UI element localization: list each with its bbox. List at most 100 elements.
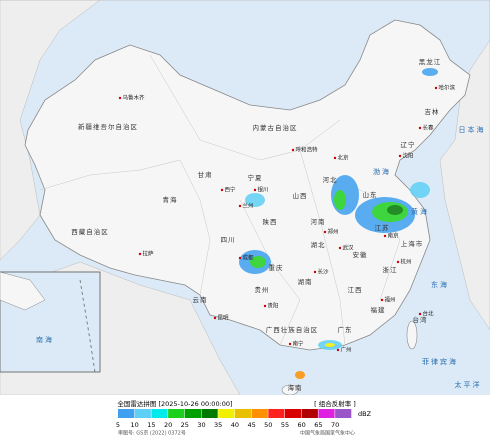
sea-label: 渤海: [373, 167, 391, 176]
footer-left: 审图号: GS京 (2022) 0372号: [118, 430, 186, 437]
sea-label: 菲律宾海: [422, 357, 458, 366]
city-dot: [138, 252, 142, 256]
city-label: 沈阳: [403, 152, 414, 160]
legend-tick-label: 40: [231, 421, 239, 429]
legend-tick-label: 15: [147, 421, 155, 429]
city-dot: [291, 148, 295, 152]
city-dot: [313, 270, 317, 274]
province-label: 重庆: [269, 263, 284, 272]
city-label: 南宁: [293, 340, 305, 348]
legend-tick-label: 10: [131, 421, 139, 429]
province-label: 宁夏: [248, 173, 263, 182]
city-label: 杭州: [401, 258, 412, 266]
province-label: 江西: [348, 286, 363, 294]
legend-tick-label: 45: [247, 421, 255, 429]
city-dot: [434, 86, 438, 90]
city-label: 乌鲁木齐: [123, 94, 146, 102]
province-label: 河南: [311, 217, 326, 226]
province-label: 安徽: [353, 250, 368, 259]
city-label: 长沙: [318, 268, 330, 276]
legend-tick-label: 5: [116, 421, 120, 429]
city-label: 成都: [243, 254, 255, 262]
sea-label: 东海: [431, 280, 449, 289]
province-label: 江苏: [375, 223, 390, 232]
sea-label: 黄海: [411, 207, 429, 216]
city-dot: [118, 96, 122, 100]
city-dot: [220, 188, 224, 192]
province-label: 山东: [363, 190, 378, 199]
city-label: 北京: [338, 154, 350, 162]
legend-swatch: [335, 409, 352, 418]
city-dot: [238, 256, 242, 260]
city-label: 兰州: [243, 202, 254, 210]
legend-swatch: [301, 409, 318, 418]
city-dot: [380, 298, 384, 302]
legend-swatch: [201, 409, 218, 418]
province-borders: [39, 54, 401, 346]
city-dot: [333, 156, 337, 160]
province-label: 山西: [293, 191, 308, 200]
city-label: 呼和浩特: [296, 146, 319, 154]
legend-unit: dBZ: [358, 410, 372, 418]
province-label: 台湾: [413, 315, 428, 324]
city-label: 银川: [258, 186, 269, 194]
city-dot: [288, 342, 292, 346]
city-label: 广州: [341, 346, 352, 354]
province-label: 青海: [163, 195, 178, 204]
province-label: 浙江: [383, 265, 398, 274]
province-label: 西藏自治区: [71, 227, 109, 236]
legend-swatch: [268, 409, 285, 418]
legend-tick-label: 55: [281, 421, 289, 429]
province-label: 辽宁: [401, 140, 416, 149]
china-land: [24, 19, 471, 351]
legend-swatch: [218, 409, 235, 418]
province-label: 新疆维吾尔自治区: [78, 122, 138, 131]
legend-swatch: [134, 409, 151, 418]
legend-tick-label: 65: [314, 421, 322, 429]
city-dot: [396, 260, 400, 264]
province-label: 河北: [323, 176, 338, 184]
city-dot: [323, 230, 327, 234]
sea-label: 太平洋: [455, 380, 482, 389]
city-label: 贵阳: [268, 302, 279, 310]
taiwan: [406, 320, 418, 350]
province-label: 贵州: [255, 285, 270, 294]
city-label: 西宁: [225, 186, 237, 194]
city-label: 拉萨: [143, 250, 155, 258]
legend-tick-label: 70: [331, 421, 339, 429]
province-label: 云南: [193, 295, 208, 304]
city-dot: [418, 312, 422, 316]
city-dot: [253, 188, 257, 192]
city-label: 长春: [423, 124, 435, 132]
legend-swatch: [118, 409, 135, 418]
province-label: 吉林: [425, 107, 440, 116]
inset-land: [0, 271, 46, 311]
legend-tick-label: 35: [214, 421, 222, 429]
city-label: 昆明: [218, 315, 230, 322]
province-label: 上海市: [401, 239, 424, 248]
legend-swatch: [168, 409, 185, 418]
province-label: 广西壮族自治区: [266, 325, 319, 334]
radar-echoes: [239, 68, 438, 379]
legend-subtitle: [ 组合反射率 ]: [314, 399, 356, 408]
legend-swatch: [184, 409, 201, 418]
province-label: 内蒙古自治区: [253, 123, 298, 132]
province-label: 四川: [221, 236, 236, 244]
province-label: 湖北: [311, 240, 326, 249]
legend-swatch: [285, 409, 302, 418]
legend-tick-label: 25: [181, 421, 189, 429]
city-label: 哈尔滨: [439, 84, 456, 92]
city-dot: [418, 126, 422, 130]
legend-title: 全国雷达拼图 [2025-10-26 00:00:00]: [117, 399, 232, 408]
city-dot: [336, 348, 340, 352]
city-dot: [383, 234, 387, 238]
province-label: 广东: [338, 325, 353, 334]
legend-tick-label: 50: [264, 421, 272, 429]
legend-swatch: [251, 409, 268, 418]
footer-right: 中国气象局国家气象中心: [300, 430, 355, 437]
province-label: 福建: [371, 305, 386, 314]
province-label: 湖南: [298, 277, 313, 286]
city-dot: [238, 204, 242, 208]
city-dot: [213, 316, 217, 320]
